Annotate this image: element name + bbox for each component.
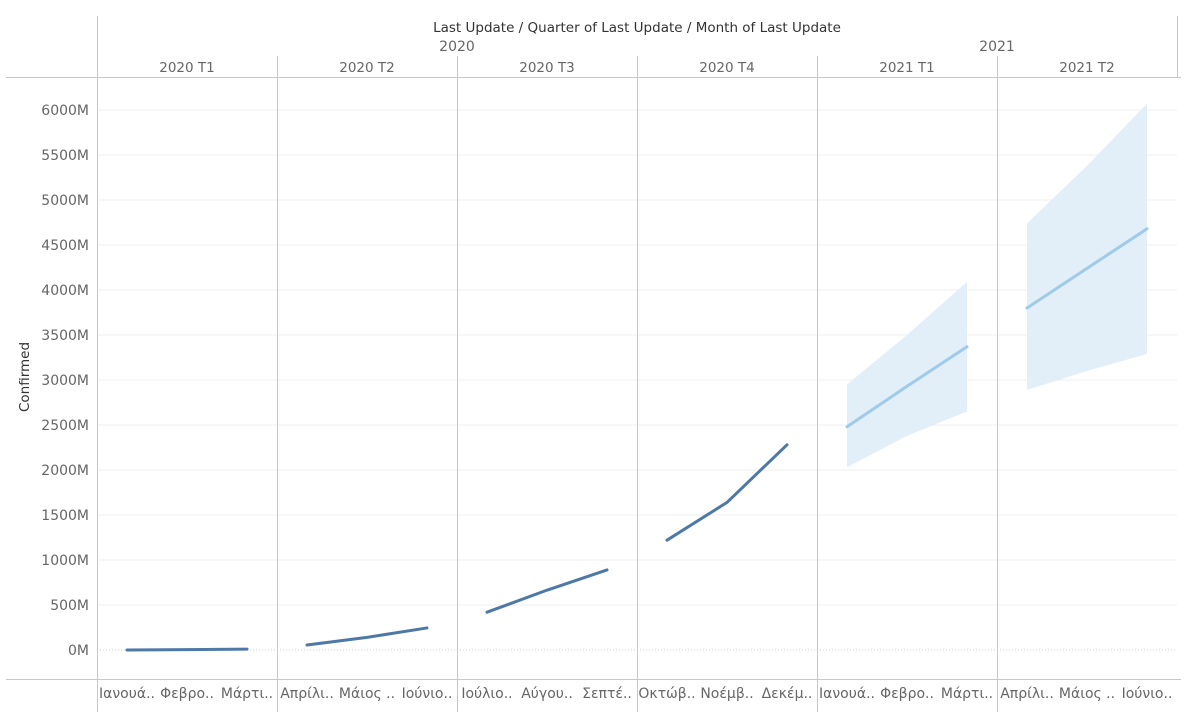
forecast-line: [845, 345, 969, 429]
y-axis-label: Confirmed: [17, 342, 33, 412]
forecast-band: [1027, 103, 1147, 390]
y-tick-label: 5000M: [41, 193, 89, 209]
quarter-label: 2021 T1: [879, 60, 934, 76]
series-line: [125, 647, 249, 652]
month-label: Ιούλιο..: [461, 686, 512, 702]
y-tick-label: 5500M: [41, 148, 89, 164]
series-lines: [125, 227, 1149, 652]
quarter-label: 2020 T3: [519, 60, 574, 76]
month-label: Δεκέμ..: [762, 686, 813, 702]
month-label: Φεβρο..: [880, 686, 934, 702]
month-label: Μάιος ..: [339, 686, 395, 702]
y-tick-label: 2500M: [41, 418, 89, 434]
header-title: Last Update / Quarter of Last Update / M…: [433, 20, 841, 36]
month-label: Αύγου..: [521, 686, 573, 702]
quarter-label: 2021 T2: [1059, 60, 1114, 76]
series-line: [485, 568, 609, 614]
y-tick-label: 4500M: [41, 238, 89, 254]
month-label: Μάρτι..: [221, 686, 273, 702]
pane-dividers: [6, 16, 1181, 712]
y-tick-label: 3500M: [41, 328, 89, 344]
series-line: [305, 626, 429, 647]
quarter-label: 2020 T4: [699, 60, 754, 76]
forecast-line: [1025, 227, 1149, 310]
month-label: Φεβρο..: [160, 686, 214, 702]
y-tick-label: 1500M: [41, 508, 89, 524]
month-label: Μάρτι..: [941, 686, 993, 702]
y-tick-label: 500M: [50, 598, 89, 614]
series-line: [665, 443, 789, 542]
chart-labels: Last Update / Quarter of Last Update / M…: [17, 20, 1172, 702]
month-label: Απρίλι..: [280, 686, 334, 702]
month-label: Ιανουά..: [819, 686, 875, 702]
y-tick-label: 3000M: [41, 373, 89, 389]
y-tick-label: 0M: [68, 643, 89, 659]
year-label: 2021: [979, 39, 1015, 55]
forecast-bands: [847, 103, 1147, 468]
y-tick-label: 6000M: [41, 103, 89, 119]
month-label: Ιανουά..: [99, 686, 155, 702]
month-label: Απρίλι..: [1000, 686, 1054, 702]
month-label: Οκτώβ..: [638, 686, 695, 702]
forecast-band: [847, 281, 967, 468]
y-tick-label: 2000M: [41, 463, 89, 479]
quarter-label: 2020 T1: [159, 60, 214, 76]
month-label: Σεπτέ..: [582, 686, 632, 702]
month-label: Ιούνιο..: [1122, 686, 1173, 702]
y-tick-label: 1000M: [41, 553, 89, 569]
quarter-label: 2020 T2: [339, 60, 394, 76]
month-label: Ιούνιο..: [402, 686, 453, 702]
month-label: Μάιος ..: [1059, 686, 1115, 702]
year-label: 2020: [439, 39, 475, 55]
month-label: Νοέμβ..: [700, 686, 753, 702]
y-tick-label: 4000M: [41, 283, 89, 299]
